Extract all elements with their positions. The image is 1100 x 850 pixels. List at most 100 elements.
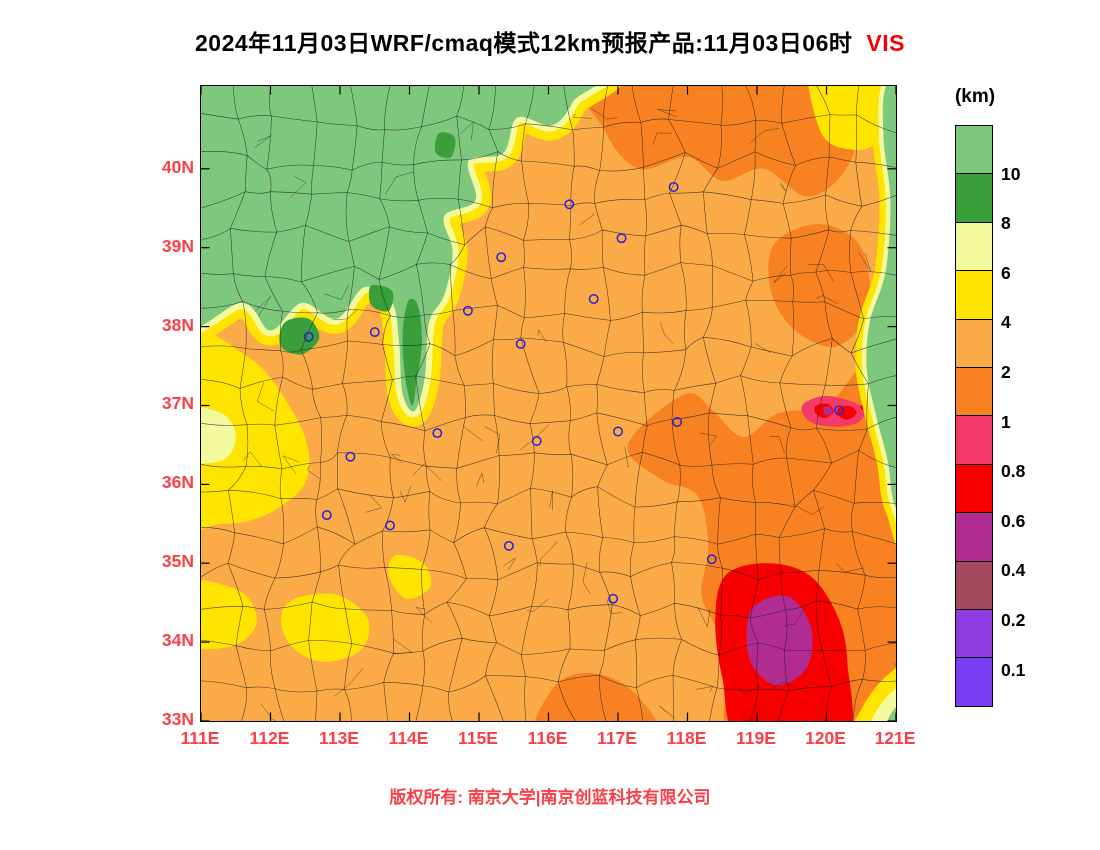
boundary-line [415,607,432,623]
boundary-line [659,705,676,719]
lon-label: 116E [527,728,568,748]
region-nw-green [201,86,596,412]
city-marker [531,436,542,446]
copyright-footer: 版权所有: 南京大学|南京创蓝科技有限公司 [389,788,711,807]
boundary-line [227,86,249,721]
boundary-line [378,86,394,721]
boundary-line [699,432,718,448]
boundary-line [446,86,467,721]
lon-label: 119E [736,728,776,748]
legend-swatch [955,367,993,417]
boundary-line [579,213,595,226]
forecast-map [200,85,897,722]
lon-label: 113E [319,728,359,748]
boundary-line [399,485,412,503]
boundary-line [365,494,382,513]
boundary-line [858,251,871,272]
lat-label: 34N [161,630,194,651]
boundary-line [254,295,272,317]
city-marker [503,540,514,551]
boundary-line [527,598,549,612]
boundary-line [307,465,321,480]
lon-label: 111E [180,728,220,748]
region-se-magenta [746,595,813,686]
colorbar [955,125,993,708]
city-marker [385,520,395,531]
city-marker [834,405,844,416]
boundary-line [201,191,896,209]
boundary-line [835,563,864,573]
boundary-line [260,703,277,721]
title-main: 2024年11月03日WRF/cmaq模式12km预报产品:11月03日06时 [195,30,853,56]
boundary-line [384,171,414,195]
boundary-line [201,151,896,172]
legend-swatch [955,415,993,466]
boundary-line [263,86,285,721]
legend-label: 6 [1001,262,1011,283]
city-marker [303,331,314,342]
city-marker [668,182,679,192]
title-variable: VIS [866,30,905,56]
region-sw-yellow-1 [201,580,257,650]
boundary-line [337,86,358,721]
boundary-line [201,486,896,508]
legend-swatch [955,463,993,514]
boundary-line [253,135,272,149]
city-marker [515,338,526,349]
lon-label: 118E [666,728,707,748]
boundary-line [483,86,504,721]
boundary-line [201,299,896,321]
boundary-line [201,562,896,581]
legend-swatch [955,270,993,320]
boundary-line [777,86,796,721]
region-nw-darkgreen-1 [279,317,320,355]
lat-label: 37N [161,393,194,414]
axis-ticks [201,86,896,721]
city-marker [706,554,717,565]
boundary-line [243,451,262,467]
legend-unit: (km) [954,86,996,107]
legend-label: 2 [1001,362,1011,382]
legend-swatch [955,173,993,223]
legend-swatch [955,318,993,369]
boundary-line [606,599,622,614]
boundary-line [201,412,896,432]
boundary-line [815,295,839,305]
boundary-line [412,463,442,481]
boundary-line [657,109,678,118]
city-marker [608,593,619,604]
boundary-line [652,132,672,146]
boundary-line [201,449,896,470]
boundary-line [519,424,550,451]
boundary-line [201,262,896,283]
boundary-line [558,86,576,721]
boundary-line [201,375,896,394]
boundary-line [282,455,299,475]
contour-regions [201,86,896,721]
legend-label: 0.2 [1001,610,1026,630]
city-marker [613,426,623,437]
boundary-line [808,264,835,283]
boundary-line [484,426,501,454]
region-sea-green [866,86,896,508]
legend-label: 0.8 [1001,461,1026,482]
boundary-line [660,322,674,345]
legend-label: 1 [1001,411,1011,432]
lat-label: 38N [161,314,194,335]
legend-label: 4 [1001,312,1011,333]
boundary-line [256,382,274,412]
boundary-line [201,600,896,619]
region-sw-yellow-2 [280,593,370,662]
region-west-yellow [201,328,310,530]
boundary-line [201,526,896,545]
page-title: 2024年11月03日WRF/cmaq模式12km预报产品:11月03日06时 V… [0,24,1100,58]
city-marker [321,510,332,521]
boundary-line [201,113,896,133]
lon-label: 117E [597,728,637,748]
boundary-line [201,337,896,357]
city-marker [672,417,683,427]
city-marker [432,428,443,439]
lat-label: 36N [161,472,194,493]
legend-label: 8 [1001,213,1011,234]
